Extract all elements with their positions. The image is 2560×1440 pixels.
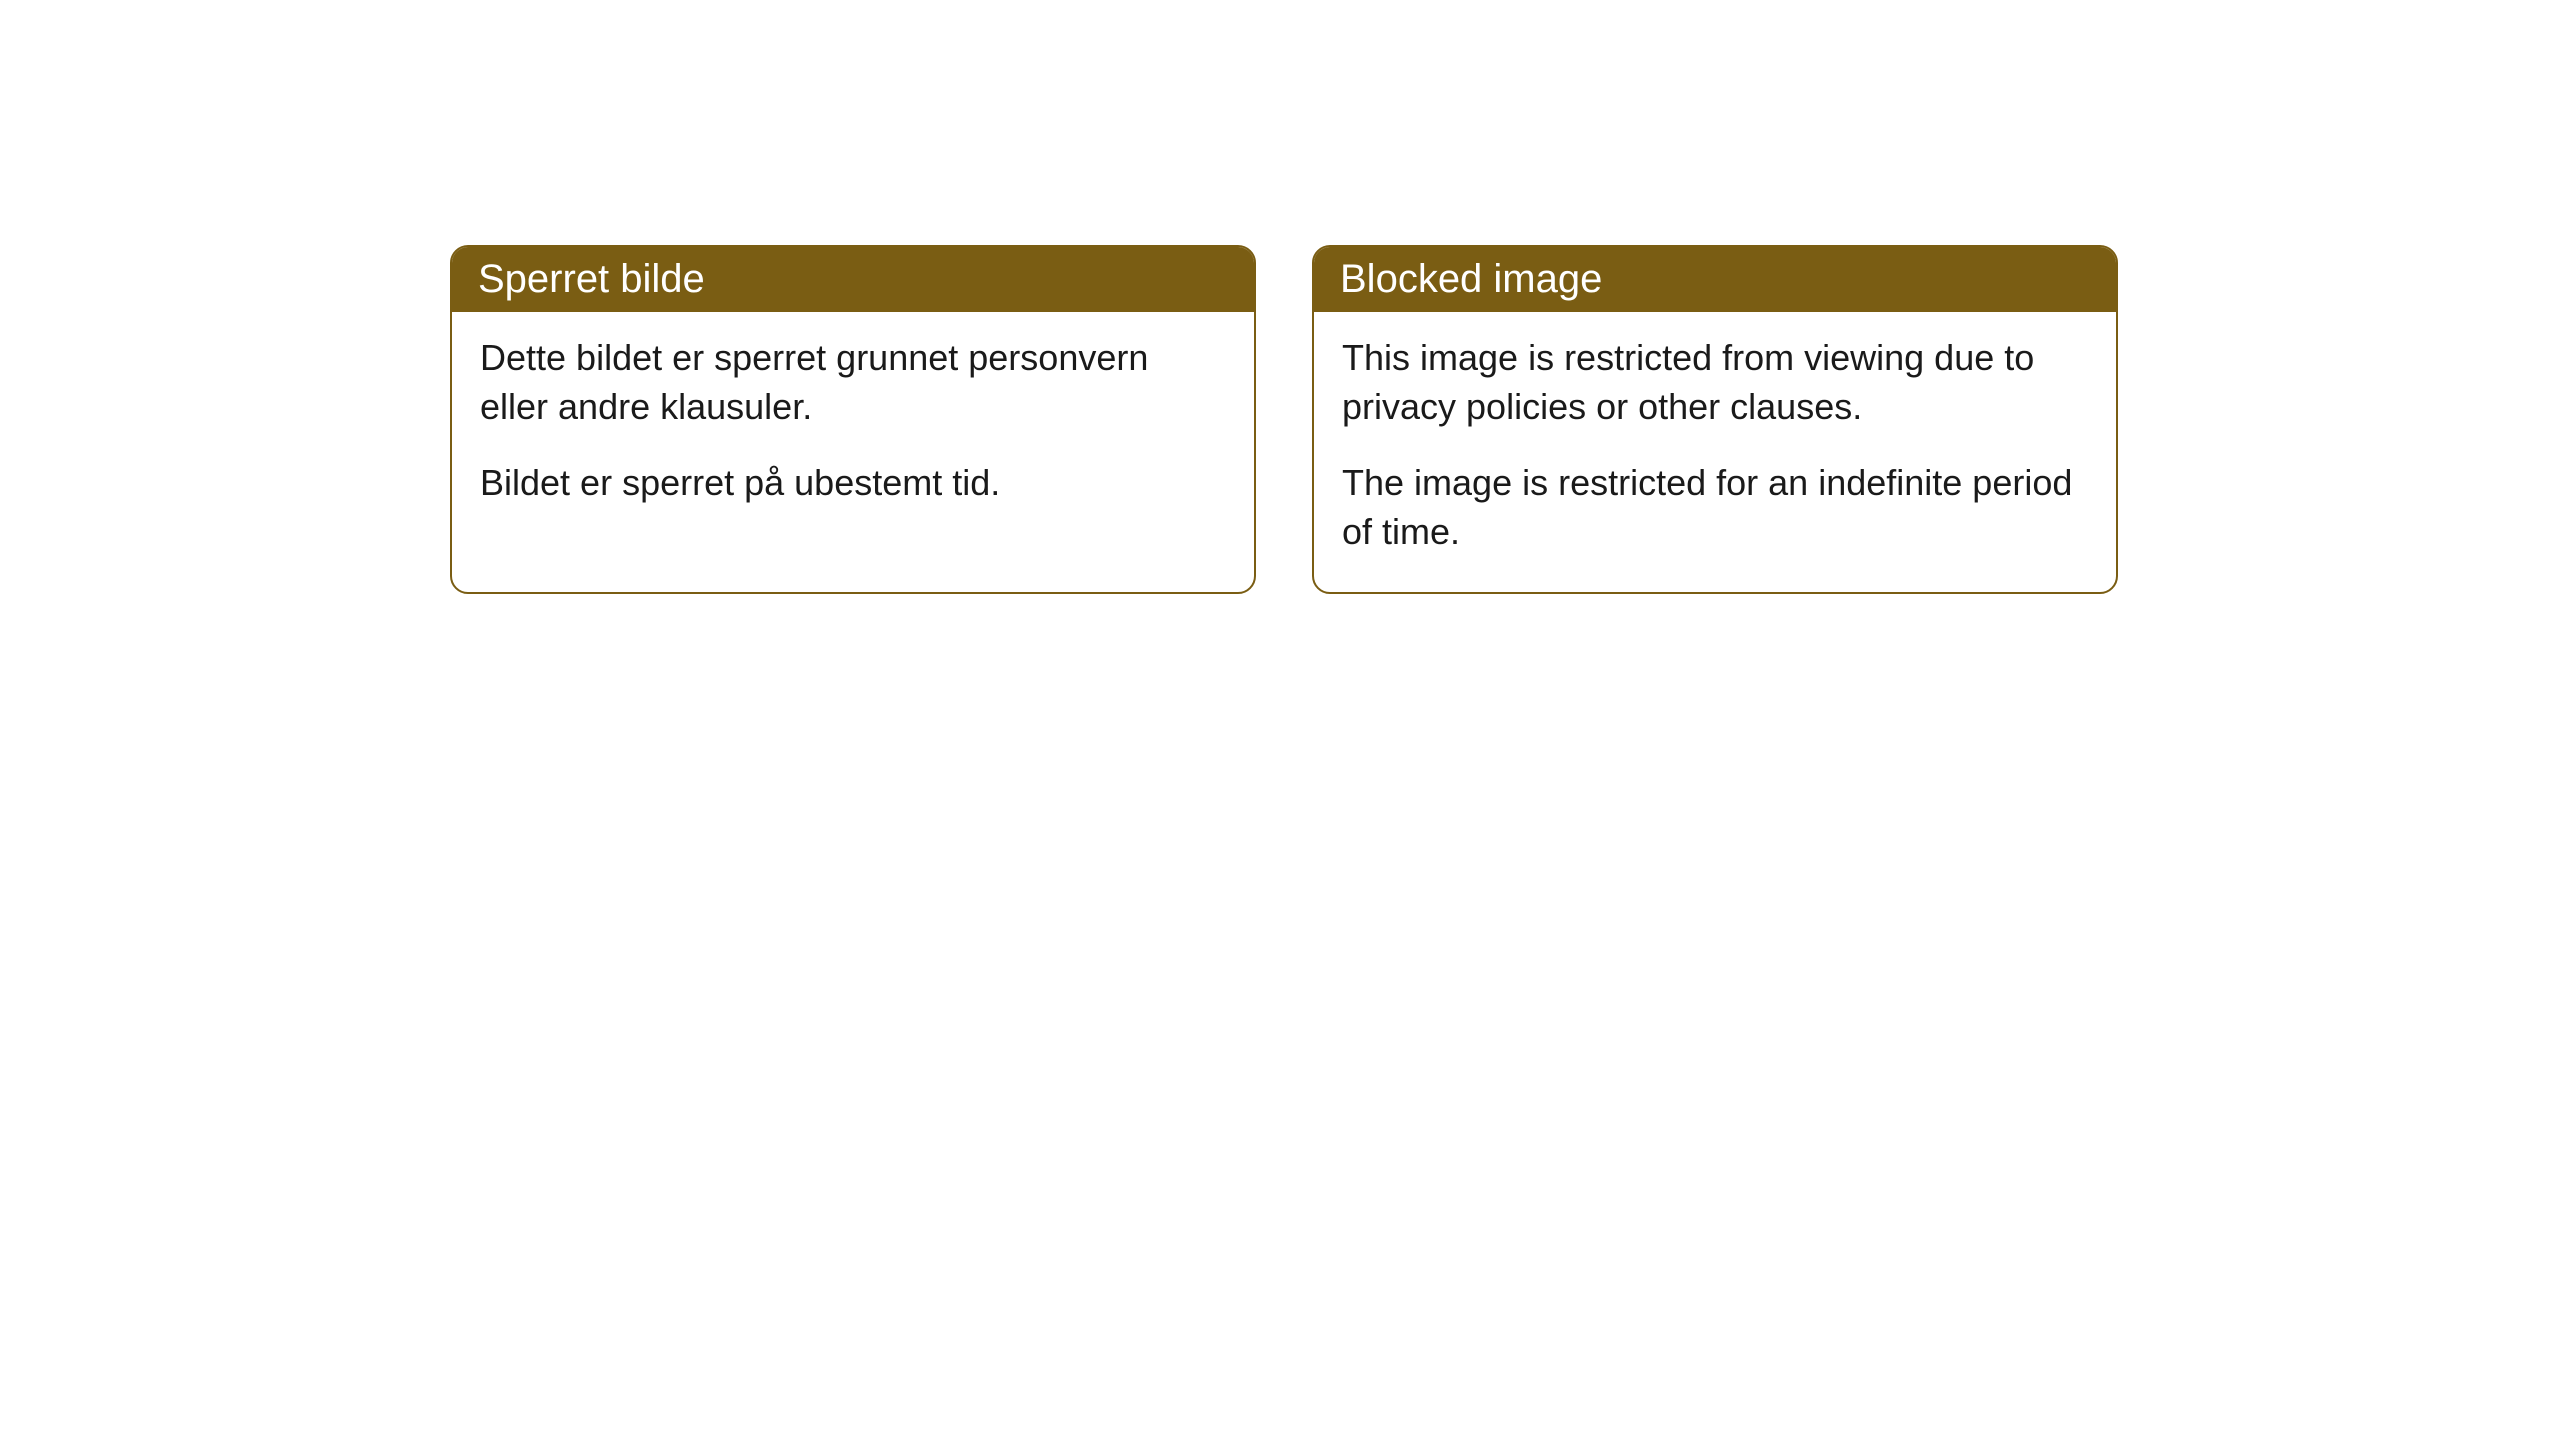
cards-container: Sperret bilde Dette bildet er sperret gr… (0, 0, 2560, 594)
card-paragraph-2-en: The image is restricted for an indefinit… (1342, 459, 2088, 556)
card-body-no: Dette bildet er sperret grunnet personve… (452, 312, 1254, 544)
card-header-no: Sperret bilde (452, 247, 1254, 312)
card-paragraph-2-no: Bildet er sperret på ubestemt tid. (480, 459, 1226, 508)
card-header-en: Blocked image (1314, 247, 2116, 312)
blocked-image-card-no: Sperret bilde Dette bildet er sperret gr… (450, 245, 1256, 594)
card-paragraph-1-en: This image is restricted from viewing du… (1342, 334, 2088, 431)
blocked-image-card-en: Blocked image This image is restricted f… (1312, 245, 2118, 594)
card-paragraph-1-no: Dette bildet er sperret grunnet personve… (480, 334, 1226, 431)
card-body-en: This image is restricted from viewing du… (1314, 312, 2116, 592)
